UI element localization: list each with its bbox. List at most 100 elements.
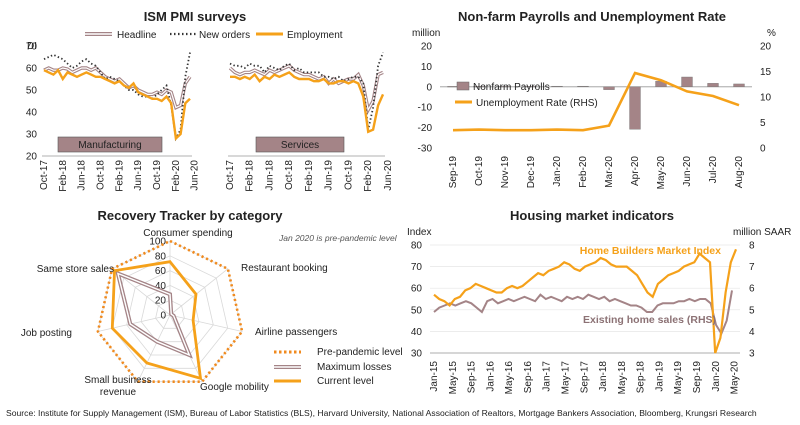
housing-ytick: 80 xyxy=(411,241,423,252)
nfp-ytick-right: 5 xyxy=(760,118,766,129)
housing-xtick: Jan-18 xyxy=(598,361,609,392)
housing-market-chart: Housing market indicators Index million … xyxy=(407,208,791,394)
nfp-ytick: -10 xyxy=(418,103,433,114)
nfp-ytick: -20 xyxy=(418,123,433,134)
nonfarm-bar xyxy=(473,86,485,88)
radar-title: Recovery Tracker by category xyxy=(98,208,284,223)
radar-rtick: 60 xyxy=(155,266,167,277)
housing-ytick-right: 6 xyxy=(749,284,755,295)
legend-unemployment: Unemployment Rate (RHS) xyxy=(476,98,598,109)
ism-xtick: Feb-20 xyxy=(171,160,182,192)
ism-xtick: Feb-19 xyxy=(304,160,315,192)
housing-xtick: Sep-19 xyxy=(692,361,703,394)
radar-axis-label: Airline passengers xyxy=(255,327,337,338)
radar-axis-label: Restaurant booking xyxy=(241,263,328,274)
nfp-xtick: Feb-20 xyxy=(578,156,589,188)
services-label-box xyxy=(255,136,345,153)
housing-xtick: Jan-16 xyxy=(485,361,496,392)
nfp-ylabel-right: % xyxy=(767,28,776,39)
ism-ytick: 30 xyxy=(26,130,38,141)
services-label: Services xyxy=(281,140,319,151)
housing-xtick: May-17 xyxy=(561,361,572,395)
nfp-ytick: -30 xyxy=(418,144,433,155)
radar-rtick: 40 xyxy=(155,281,167,292)
housing-ytick: 70 xyxy=(411,262,423,273)
nfp-xtick: Sep-19 xyxy=(448,156,459,189)
ism-pmi-chart: ISM PMI surveys DI Headline New orders E… xyxy=(26,9,394,192)
manufacturing-label: Manufacturing xyxy=(78,140,141,151)
nfp-xtick: Apr-20 xyxy=(630,156,641,186)
nonfarm-payrolls-chart: Non-farm Payrolls and Unemployment Rate … xyxy=(412,9,776,189)
ism-ytick: 20 xyxy=(26,152,38,163)
ism-xtick: Oct-17 xyxy=(39,160,50,190)
nonfarm-bar xyxy=(525,86,537,88)
radar-spoke xyxy=(169,268,229,316)
housing-xtick: Jan-17 xyxy=(542,361,553,392)
ism-ytick: 50 xyxy=(26,86,38,97)
nonfarm-bar xyxy=(551,85,563,88)
ism-xtick: Jun-18 xyxy=(77,160,88,191)
unemployment-line xyxy=(452,71,740,132)
ism-xtick: Jun-18 xyxy=(264,160,275,191)
housing-xtick: May-15 xyxy=(448,361,459,395)
housing-xtick: May-20 xyxy=(730,361,741,395)
housing-ytick: 50 xyxy=(411,305,423,316)
ism-ytick: 70 xyxy=(26,42,38,53)
radar-rtick: 80 xyxy=(155,251,167,262)
housing-xtick: Sep-15 xyxy=(467,361,478,394)
housing-ytick: 60 xyxy=(411,284,423,295)
employment-line xyxy=(230,70,385,134)
nfp-ytick-right: 0 xyxy=(760,144,766,155)
housing-xtick: May-19 xyxy=(673,361,684,395)
legend-nonfarm: Nonfarm Payrolls xyxy=(473,82,550,93)
ism-xtick: Feb-18 xyxy=(58,160,69,192)
legend-new-orders: New orders xyxy=(199,30,250,41)
ism-ytick: 40 xyxy=(26,108,38,119)
ism-xtick: Feb-19 xyxy=(114,160,125,192)
ism-xtick: Oct-19 xyxy=(152,160,163,190)
ism-xtick: Oct-17 xyxy=(225,160,236,190)
housing-ytick-right: 5 xyxy=(749,305,755,316)
nfp-xtick: May-20 xyxy=(656,156,667,190)
new-orders-line xyxy=(43,52,191,142)
radar-spoke xyxy=(169,314,243,332)
radar-grid-ring xyxy=(97,240,243,383)
housing-xtick: May-16 xyxy=(504,361,515,395)
radar-rtick: 20 xyxy=(155,296,167,307)
legend-current: Current level xyxy=(317,376,374,387)
employment-line xyxy=(43,68,191,141)
radar-rtick: 0 xyxy=(160,311,166,322)
housing-ytick: 40 xyxy=(411,327,423,338)
nfp-ytick: 0 xyxy=(426,82,432,93)
ism-xtick: Feb-18 xyxy=(245,160,256,192)
housing-xtick: Jan-20 xyxy=(711,361,722,392)
housing-ytick-right: 8 xyxy=(749,241,755,252)
legend-pre-pandemic: Pre-pandemic level xyxy=(317,347,403,358)
nfp-ytick-right: 10 xyxy=(760,93,772,104)
label-existing-home-sales: Existing home sales (RHS) xyxy=(583,314,716,326)
ism-title: ISM PMI surveys xyxy=(144,9,247,24)
ism-xtick: Oct-18 xyxy=(284,160,295,190)
radar-rtick: 100 xyxy=(149,237,166,248)
radar-grid-ring xyxy=(126,270,214,356)
recovery-tracker-chart: Recovery Tracker by category Jan 2020 is… xyxy=(21,208,403,398)
nfp-ytick-right: 20 xyxy=(760,42,772,53)
radar-spoke xyxy=(137,314,171,382)
nonfarm-bar xyxy=(733,83,745,88)
housing-title: Housing market indicators xyxy=(510,208,674,223)
nonfarm-bar xyxy=(681,76,693,88)
radar-spoke xyxy=(97,314,171,332)
nfp-xtick: Jul-20 xyxy=(708,156,719,184)
legend-employment: Employment xyxy=(287,30,343,41)
nfp-xtick: Dec-19 xyxy=(526,156,537,189)
housing-ytick-right: 3 xyxy=(749,349,755,360)
nfp-ylabel: million xyxy=(412,28,440,39)
ism-xtick: Oct-19 xyxy=(343,160,354,190)
radar-axis-label: Same store sales xyxy=(37,264,114,275)
nfp-xtick: Oct-19 xyxy=(474,156,485,186)
ism-xtick: Jun-19 xyxy=(324,160,335,191)
nfp-title: Non-farm Payrolls and Unemployment Rate xyxy=(458,9,726,24)
housing-xtick: May-18 xyxy=(617,361,628,395)
radar-axis-label: Consumer spending xyxy=(143,228,233,239)
